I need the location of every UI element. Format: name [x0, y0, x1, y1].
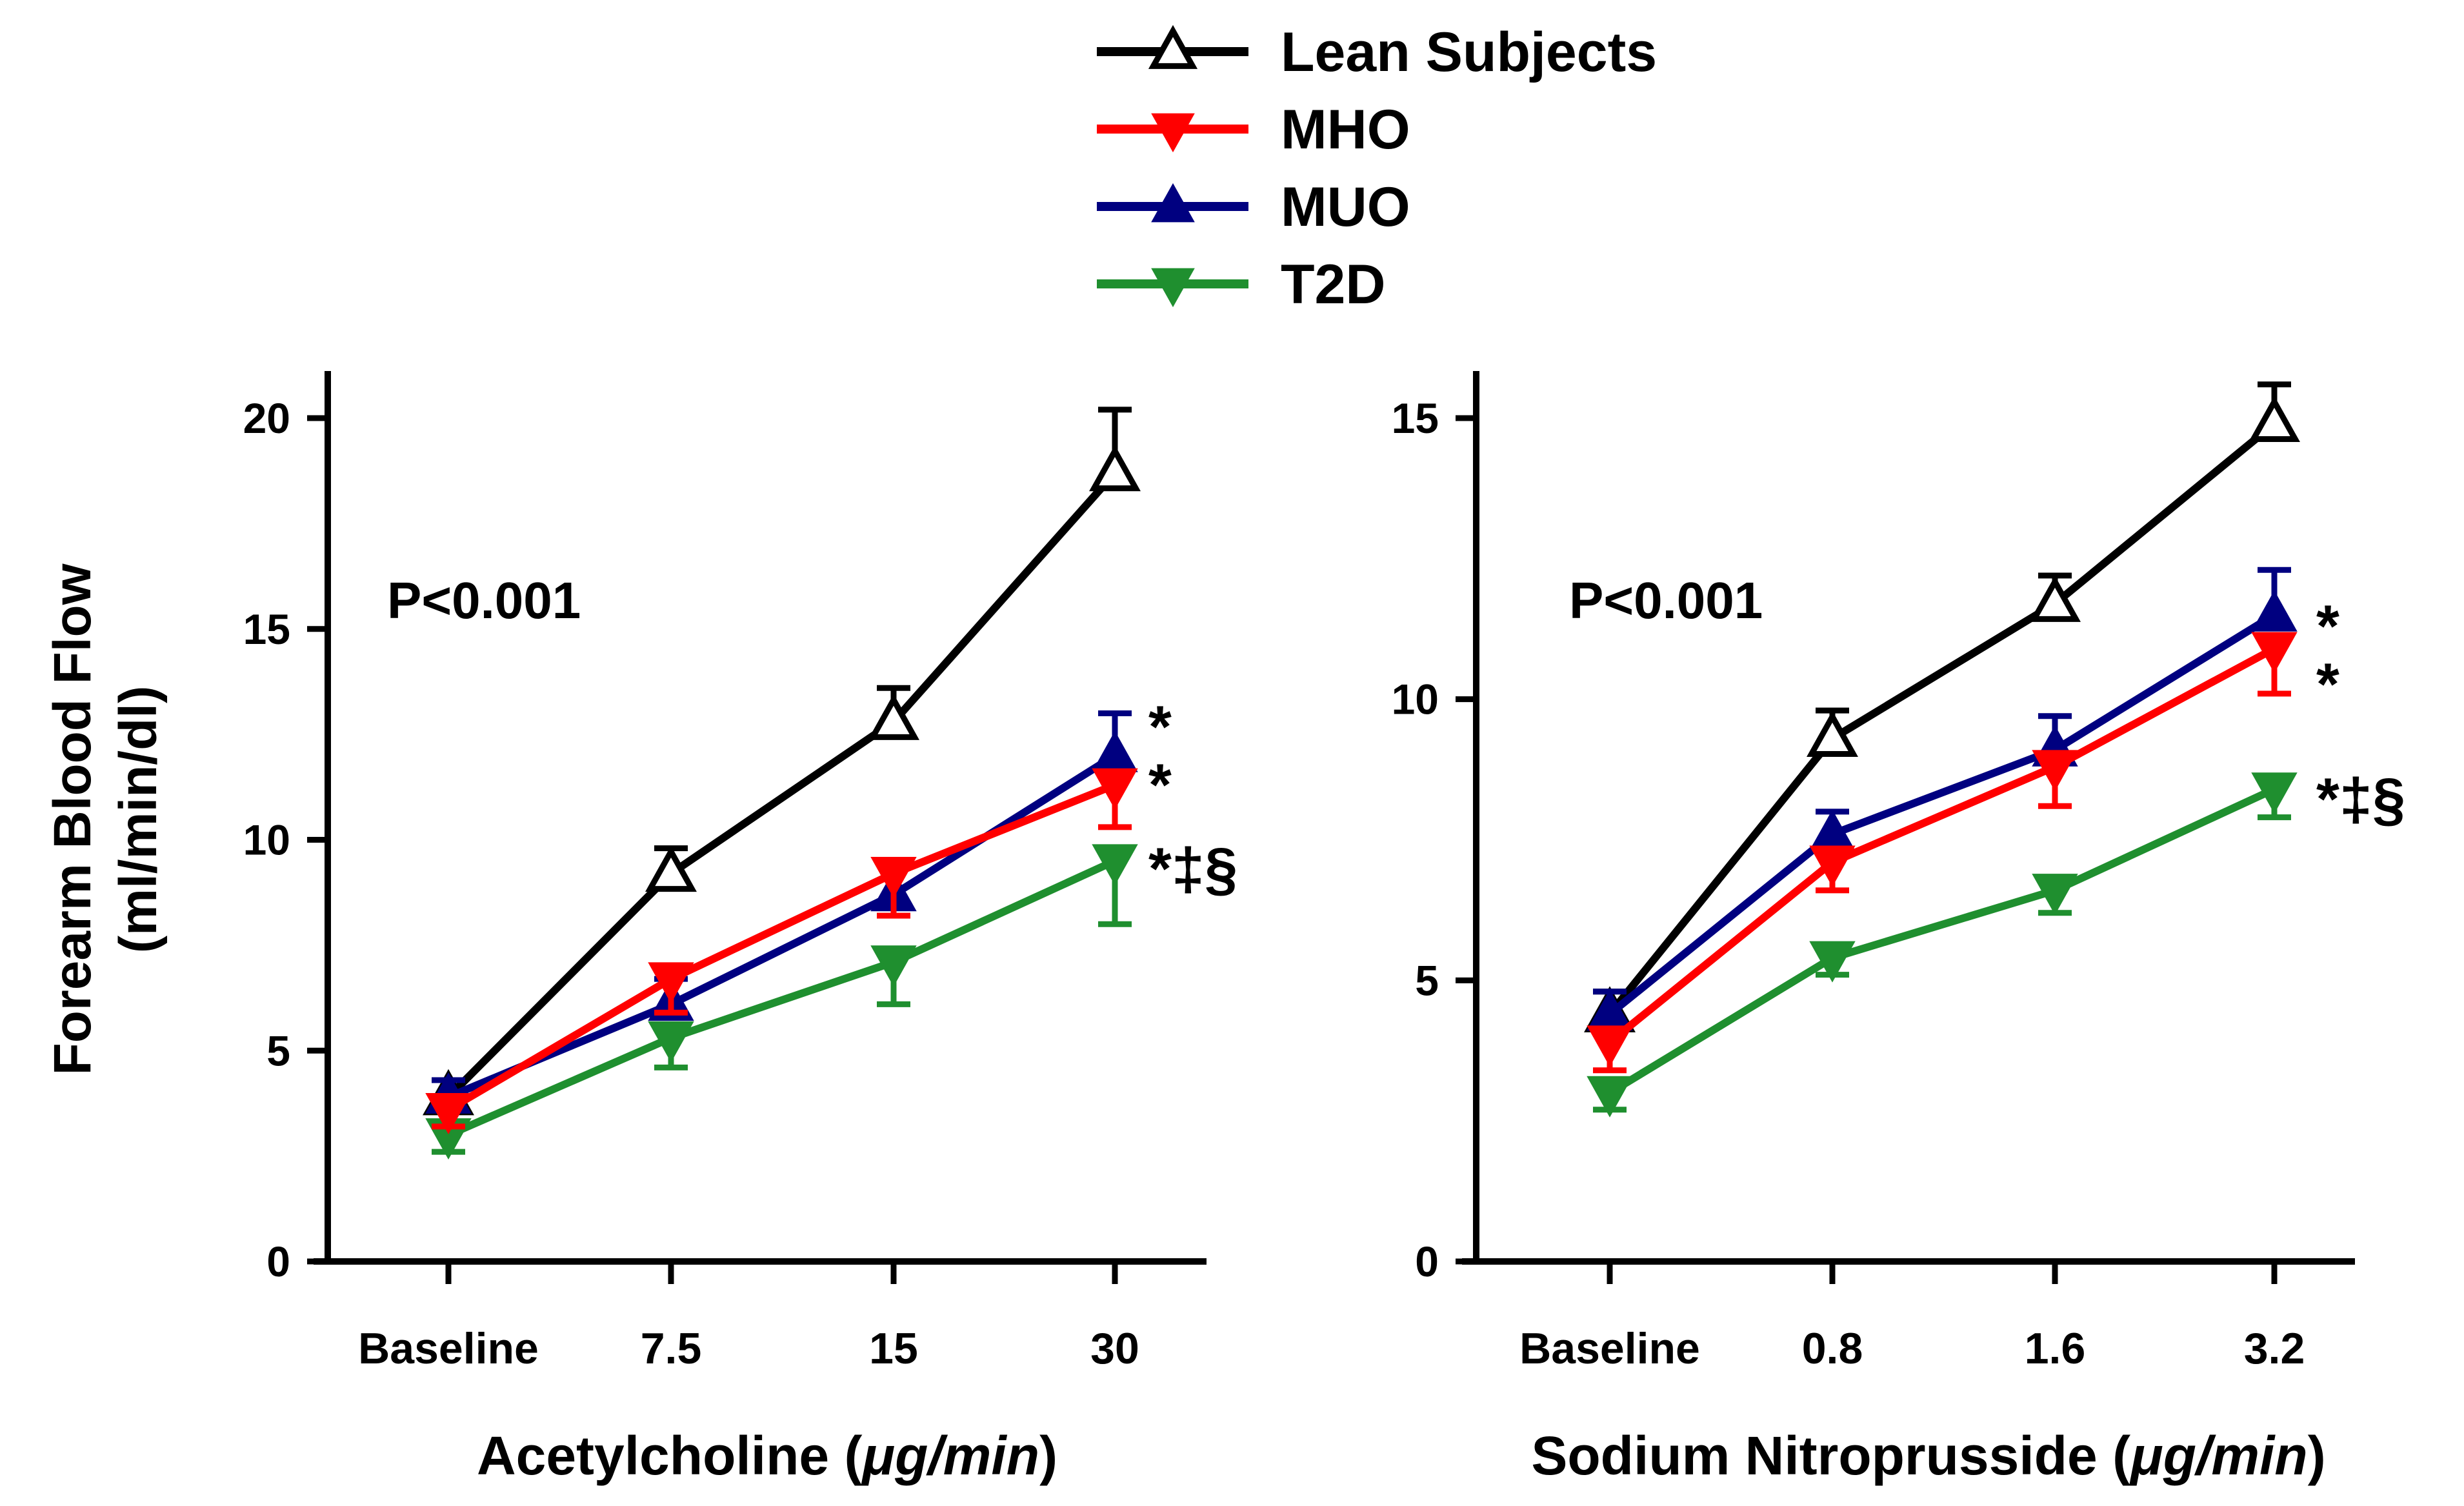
x-tick-label: 0.8: [1802, 1324, 1863, 1373]
x-axis-label-unit: μg/min: [2129, 1425, 2308, 1486]
data-point-t2d: [1809, 941, 1856, 983]
panel-acetylcholine: 0 5 10 15 20 Baseline 7.5 15 30 Acetylcholine (μg…: [243, 371, 1237, 1486]
data-point-mho: [2032, 750, 2078, 792]
data-point-t2d: [1587, 1076, 1633, 1118]
x-tick-label: 30: [1090, 1324, 1139, 1373]
legend-label-t2d: T2D: [1281, 254, 1385, 316]
y-tick-label: 0: [1415, 1238, 1439, 1285]
series-line-mho: [446, 781, 1117, 1113]
legend-label-mho: MHO: [1281, 99, 1410, 161]
data-point-t2d: [648, 1021, 694, 1063]
y-tick-label: 15: [243, 605, 290, 653]
significance-muo: *: [2316, 594, 2339, 659]
x-tick-label: 7.5: [641, 1324, 702, 1373]
data-point-mho: [1587, 1025, 1633, 1067]
x-axis-label-prefix: Sodium Nitroprusside (: [1531, 1425, 2130, 1486]
data-point-lean-subjects: [1089, 445, 1141, 492]
x-axis-label: Acetylcholine (μg/min): [477, 1425, 1057, 1486]
p-value-annotation: P<0.001: [1569, 572, 1763, 629]
x-axis-label-suffix: ): [2308, 1425, 2326, 1486]
data-point-muo: [2251, 590, 2298, 632]
x-tick-label: 15: [869, 1324, 918, 1373]
series-line-muo: [1607, 611, 2277, 1018]
x-axis-label-unit: μg/min: [861, 1425, 1039, 1486]
series-t2d: [1587, 772, 2298, 1118]
data-point-lean-subjects: [645, 845, 697, 892]
data-point-mho: [1092, 768, 1138, 810]
x-tick-label: Baseline: [358, 1324, 539, 1373]
significance-mho: *: [2316, 652, 2339, 718]
data-point-mho: [1809, 845, 1856, 887]
data-point-t2d: [2251, 772, 2298, 814]
y-tick-label: 20: [243, 394, 290, 442]
y-axis-label-line2: (ml/min/dl): [109, 686, 168, 954]
y-tick-label: 5: [1415, 956, 1439, 1004]
series-line-lean-subjects: [1607, 421, 2277, 1017]
series-line-t2d: [1607, 785, 2276, 1096]
series-mho: [1587, 632, 2298, 1074]
legend-marker-muo: [1151, 183, 1195, 223]
p-value-annotation: P<0.001: [387, 572, 581, 629]
data-point-t2d: [870, 945, 917, 987]
series-muo: [425, 710, 1138, 1114]
x-tick-label: 3.2: [2244, 1324, 2305, 1373]
significance-t2d: *‡§: [2316, 767, 2405, 832]
legend-label-muo: MUO: [1281, 176, 1410, 238]
series-lean-subjects: [1584, 381, 2300, 1032]
data-point-t2d: [1092, 844, 1138, 886]
data-point-lean-subjects: [1807, 710, 1858, 757]
y-tick-label: 15: [1392, 394, 1439, 442]
series-t2d: [425, 844, 1138, 1160]
significance-t2d: *‡§: [1148, 836, 1237, 902]
panel-nitroprusside: 0 5 10 15 Baseline 0.8 1.6 3.2 Sodium Nitropruss…: [1392, 371, 2405, 1486]
x-axis-label-prefix: Acetylcholine (: [477, 1425, 863, 1486]
y-tick-label: 10: [243, 816, 290, 864]
series-mho: [425, 768, 1138, 1134]
data-point-lean-subjects: [2029, 576, 2081, 622]
x-axis-label-suffix: ): [1039, 1425, 1057, 1486]
x-tick-label: Baseline: [1519, 1324, 1700, 1373]
data-point-mho: [870, 856, 917, 898]
x-axis-label: Sodium Nitroprusside (μg/min): [1531, 1425, 2325, 1486]
y-tick-label: 5: [266, 1027, 290, 1074]
y-axis-label: Forearm Blood Flow (ml/min/dl): [43, 563, 168, 1075]
legend-marker-mho: [1151, 113, 1195, 153]
y-axis-label-line1: Forearm Blood Flow: [43, 563, 102, 1075]
series-line-lean-subjects: [445, 470, 1118, 1100]
series-line-mho: [1607, 645, 2276, 1045]
data-point-lean-subjects: [2249, 396, 2300, 443]
data-point-t2d: [2032, 874, 2078, 916]
legend-marker-lean-subjects: [1148, 25, 1198, 69]
data-point-mho: [648, 962, 694, 1004]
legend-marker-t2d: [1151, 268, 1195, 308]
y-tick-label: 0: [266, 1238, 290, 1285]
legend-label-lean-subjects: Lean Subjects: [1281, 21, 1657, 83]
series-lean-subjects: [423, 407, 1141, 1116]
series-line-muo: [446, 752, 1117, 1101]
significance-muo: *: [1148, 694, 1172, 760]
significance-mho: *: [1148, 752, 1172, 818]
series-line-t2d: [446, 857, 1117, 1139]
data-point-mho: [425, 1092, 472, 1134]
x-tick-label: 1.6: [2025, 1324, 2086, 1373]
series-muo: [1587, 567, 2298, 1031]
y-tick-label: 10: [1392, 676, 1439, 723]
data-point-mho: [2251, 632, 2298, 674]
data-point-lean-subjects: [868, 694, 919, 740]
legend: Lean Subjects MHO MUO T2D: [1097, 21, 1657, 316]
data-point-muo: [1092, 730, 1138, 772]
